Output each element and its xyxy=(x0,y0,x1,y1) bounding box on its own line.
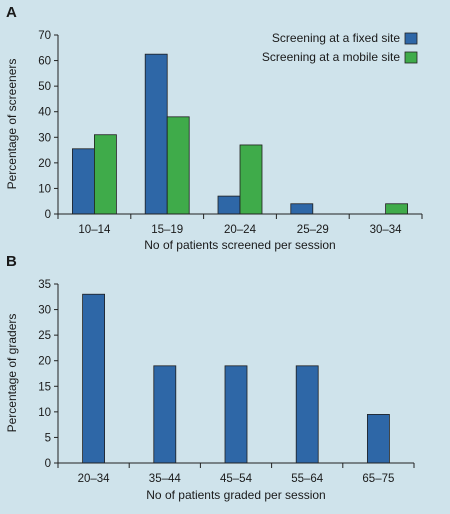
panel-a-x-tick-label: 15–19 xyxy=(151,224,183,236)
legend-swatch-mobile-site xyxy=(404,51,418,64)
panel-b-bar-graders xyxy=(224,365,248,464)
panel-b-bars xyxy=(82,293,390,464)
panel-a-bar-fixed-site xyxy=(290,203,314,215)
panel-a-y-tick-label: 30 xyxy=(38,132,51,144)
panel-b-y-axis-title: Percentage of graders xyxy=(5,314,19,433)
panel-a-y-tick-label: 40 xyxy=(38,107,51,119)
panel-b-x-tick-label: 35–44 xyxy=(149,473,182,485)
panel-b-x-tick-label: 65–75 xyxy=(362,473,394,485)
legend: Screening at a fixed site Screening at a… xyxy=(262,31,418,64)
panel-a-bar-fixed-site xyxy=(217,195,241,215)
panel-b-y-tick-label: 25 xyxy=(38,330,51,342)
panel-a-letter: A xyxy=(6,4,17,21)
panel-b-x-ticks: 20–34 35–44 45–54 55–64 65–75 xyxy=(57,463,415,485)
panel-b-y-tick-label: 15 xyxy=(38,381,51,393)
panel-a-x-tick-label: 30–34 xyxy=(370,224,403,236)
panel-a-x-ticks: 10–14 15–19 20–24 25–29 30–34 xyxy=(57,214,423,236)
panel-a-y-tick-label: 10 xyxy=(38,183,51,195)
panel-b-bar-graders xyxy=(153,365,177,464)
panel-a-x-tick-label: 25–29 xyxy=(297,224,329,236)
panel-b-bar-graders xyxy=(82,293,105,464)
panel-a-x-tick-label: 10–14 xyxy=(78,224,111,236)
panel-b-y-tick-label: 20 xyxy=(38,356,51,368)
panel-b-x-tick-label: 45–54 xyxy=(220,473,253,485)
panel-a-y-tick-label: 50 xyxy=(38,81,51,93)
panel-a-bar-mobile-site xyxy=(94,134,117,215)
legend-item-mobile-site: Screening at a mobile site xyxy=(262,50,418,64)
panel-b-y-ticks: 0 5 10 15 20 25 30 35 xyxy=(38,279,58,470)
panel-a-bar-mobile-site xyxy=(385,203,409,215)
panel-a-y-axis-title: Percentage of screeners xyxy=(5,59,19,190)
legend-swatch-fixed-site xyxy=(404,32,418,45)
panel-b-x-axis-title: No of patients graded per session xyxy=(146,488,325,502)
panel-b-chart: B 0 5 10 15 20 25 30 35 20–34 35–44 45–54 55–64 65–… xyxy=(5,253,415,502)
panel-a-x-axis-title: No of patients screened per session xyxy=(144,238,335,252)
legend-label-mobile-site: Screening at a mobile site xyxy=(262,50,400,64)
panel-b-x-tick-label: 55–64 xyxy=(291,473,324,485)
panel-a-chart: A 0 10 20 30 40 50 60 70 10–14 15–19 20–24 25–29 30… xyxy=(5,4,423,252)
panel-a-bar-mobile-site xyxy=(166,116,190,215)
panel-a-bar-mobile-site xyxy=(239,144,263,215)
panel-a-y-tick-label: 70 xyxy=(38,30,51,42)
panel-a-y-ticks: 0 10 20 30 40 50 60 70 xyxy=(38,30,58,221)
panel-b-x-tick-label: 20–34 xyxy=(78,473,111,485)
panel-a-bar-fixed-site xyxy=(72,148,95,215)
panel-b-y-tick-label: 30 xyxy=(38,305,51,317)
panel-b-bar-graders xyxy=(295,365,319,464)
panel-a-bars xyxy=(72,53,409,215)
panel-b-y-tick-label: 10 xyxy=(38,407,51,419)
legend-label-fixed-site: Screening at a fixed site xyxy=(272,31,400,45)
panel-b-letter: B xyxy=(6,253,17,270)
legend-item-fixed-site: Screening at a fixed site xyxy=(272,31,418,45)
panel-b-y-tick-label: 5 xyxy=(45,432,51,444)
panel-a-bar-fixed-site xyxy=(144,53,168,215)
panel-a-x-tick-label: 20–24 xyxy=(224,224,257,236)
panel-b-y-tick-label: 0 xyxy=(45,458,51,470)
panel-b-y-tick-label: 35 xyxy=(38,279,51,291)
panel-b-bar-graders xyxy=(366,414,390,464)
panel-a-y-tick-label: 60 xyxy=(38,56,51,68)
panel-a-y-tick-label: 20 xyxy=(38,158,51,170)
panel-a-y-tick-label: 0 xyxy=(45,209,51,221)
